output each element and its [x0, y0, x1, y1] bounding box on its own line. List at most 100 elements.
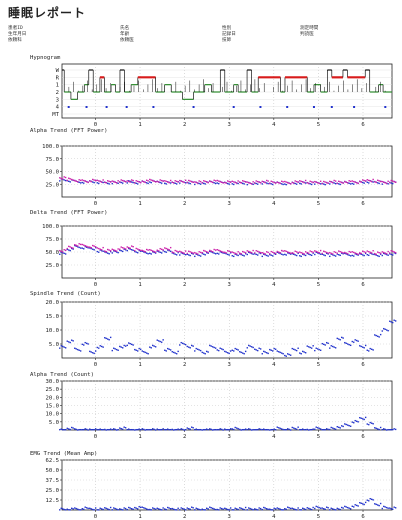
y-tick-label: 10.0: [46, 328, 59, 334]
data-point: [60, 251, 62, 253]
data-point: [174, 428, 176, 431]
data-point: [180, 252, 182, 254]
data-point: [99, 507, 101, 509]
data-point: [79, 509, 82, 511]
data-point: [306, 428, 308, 431]
data-point: [246, 183, 248, 186]
data-point: [302, 350, 304, 353]
data-point: [59, 347, 61, 349]
data-point: [162, 507, 164, 509]
data-point: [162, 250, 164, 252]
data-point: [351, 182, 353, 185]
data-point: [383, 181, 385, 183]
data-point: [318, 427, 320, 430]
data-point: [272, 350, 274, 352]
data-point: [354, 253, 356, 255]
data-point: [216, 249, 218, 251]
data-point: [355, 504, 358, 507]
data-point: [330, 252, 332, 255]
y-tick-label: W: [56, 68, 60, 74]
data-point: [159, 428, 161, 431]
data-point: [235, 427, 238, 429]
data-point: [167, 248, 169, 250]
data-point: [192, 427, 194, 429]
data-point: [249, 345, 251, 347]
data-point: [362, 254, 364, 256]
data-point: [353, 183, 355, 185]
data-point: [201, 429, 203, 431]
data-point: [300, 353, 302, 355]
x-tick-label: 2: [183, 362, 186, 368]
x-tick-label: 6: [361, 434, 364, 440]
x-tick-label: 3: [228, 201, 231, 207]
data-point: [239, 507, 241, 509]
data-point: [336, 252, 338, 254]
data-point: [135, 507, 137, 509]
data-point: [192, 507, 194, 509]
data-point: [72, 247, 74, 249]
data-point: [394, 251, 397, 254]
y-tick-label: 75.0: [46, 157, 59, 163]
data-point: [204, 250, 206, 252]
data-point: [74, 347, 76, 349]
data-point: [327, 253, 329, 255]
data-point: [62, 252, 64, 254]
data-point: [183, 181, 185, 184]
data-point: [160, 252, 163, 254]
data-point: [306, 251, 308, 254]
data-point: [107, 182, 109, 185]
data-point: [270, 428, 272, 431]
data-point: [120, 181, 122, 184]
data-point: [348, 180, 350, 182]
data-point: [74, 179, 76, 182]
data-point: [137, 428, 139, 431]
data-point: [180, 341, 182, 344]
data-point: [345, 181, 347, 184]
data-point: [325, 252, 328, 255]
data-point: [160, 248, 163, 250]
data-point: [261, 252, 263, 254]
data-point: [273, 252, 275, 255]
data-point: [130, 181, 133, 183]
spindle-title: Spindle Trend (Count): [30, 291, 101, 297]
data-point: [192, 181, 194, 184]
data-point: [314, 507, 316, 510]
data-point: [111, 248, 113, 250]
data-point: [366, 423, 368, 425]
x-tick-label: 5: [317, 514, 320, 520]
data-point: [282, 181, 284, 183]
data-point: [276, 250, 278, 253]
data-point: [224, 350, 226, 353]
x-tick-label: 3: [228, 434, 231, 440]
data-point: [237, 182, 239, 185]
data-point: [264, 253, 266, 255]
data-point: [244, 252, 247, 255]
data-point: [374, 334, 376, 336]
data-point: [339, 427, 341, 429]
data-point: [129, 429, 131, 431]
header-field: 依頼科: [8, 38, 22, 43]
event-marker: [353, 106, 356, 108]
data-point: [362, 179, 364, 181]
data-point: [109, 428, 112, 430]
data-point: [324, 344, 326, 346]
data-point: [270, 509, 272, 511]
data-point: [186, 252, 188, 255]
data-point: [240, 429, 242, 431]
data-point: [327, 507, 329, 509]
header-field: 判読医: [300, 32, 314, 37]
data-point: [385, 253, 388, 256]
data-point: [309, 183, 311, 185]
data-point: [168, 181, 170, 184]
data-point: [224, 507, 226, 509]
data-point: [378, 182, 380, 185]
data-point: [288, 428, 290, 431]
data-point: [265, 254, 268, 257]
data-point: [115, 250, 118, 252]
data-point: [263, 252, 265, 255]
data-point: [319, 183, 322, 185]
data-point: [387, 250, 389, 253]
data-point: [209, 249, 211, 252]
data-point: [370, 180, 373, 183]
data-point: [257, 509, 259, 511]
